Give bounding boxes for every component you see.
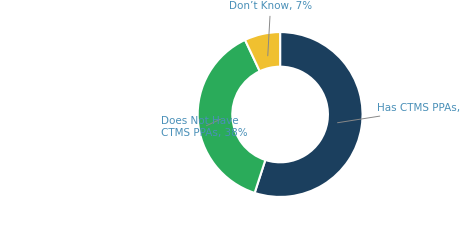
Text: Has CTMS PPAs, 55%: Has CTMS PPAs, 55% (338, 103, 463, 123)
Wedge shape (198, 40, 265, 193)
Wedge shape (245, 32, 280, 71)
Text: Does Not Have
CTMS PPAs, 38%: Does Not Have CTMS PPAs, 38% (161, 116, 247, 138)
Wedge shape (255, 32, 363, 197)
Text: Don’t Know, 7%: Don’t Know, 7% (229, 1, 312, 56)
